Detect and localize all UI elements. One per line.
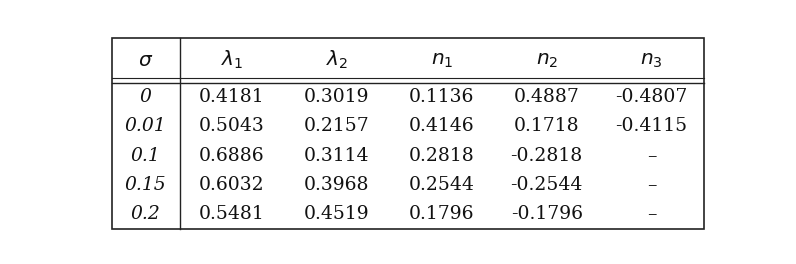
Text: $\sigma$: $\sigma$ (138, 51, 154, 70)
Text: 0.2157: 0.2157 (304, 117, 370, 135)
Text: 0.4887: 0.4887 (513, 88, 579, 106)
Text: 0.4519: 0.4519 (304, 205, 369, 223)
Text: $\lambda_1$: $\lambda_1$ (220, 49, 244, 71)
Text: –: – (647, 205, 657, 223)
Text: 0.15: 0.15 (125, 176, 166, 194)
Text: 0.01: 0.01 (125, 117, 166, 135)
Text: 0.4181: 0.4181 (199, 88, 265, 106)
Text: 0.1796: 0.1796 (409, 205, 474, 223)
Text: 0.5481: 0.5481 (199, 205, 265, 223)
Text: $\lambda_2$: $\lambda_2$ (326, 49, 348, 71)
Text: -0.4115: -0.4115 (615, 117, 688, 135)
Text: 0.1136: 0.1136 (409, 88, 474, 106)
Text: 0: 0 (140, 88, 151, 106)
Text: 0.6032: 0.6032 (199, 176, 265, 194)
Text: -0.2818: -0.2818 (510, 147, 583, 165)
Text: 0.2: 0.2 (131, 205, 161, 223)
Text: 0.3114: 0.3114 (304, 147, 369, 165)
Text: 0.1: 0.1 (131, 147, 161, 165)
Text: 0.2544: 0.2544 (409, 176, 474, 194)
Text: 0.5043: 0.5043 (199, 117, 265, 135)
Text: 0.3019: 0.3019 (304, 88, 369, 106)
Text: –: – (647, 176, 657, 194)
Text: 0.1718: 0.1718 (514, 117, 579, 135)
Text: -0.4807: -0.4807 (615, 88, 688, 106)
Text: 0.4146: 0.4146 (409, 117, 474, 135)
Text: 0.3968: 0.3968 (304, 176, 369, 194)
Text: 0.2818: 0.2818 (409, 147, 474, 165)
Text: $n_3$: $n_3$ (640, 51, 663, 70)
Text: -0.1796: -0.1796 (511, 205, 583, 223)
Text: $n_2$: $n_2$ (536, 51, 558, 70)
Text: -0.2544: -0.2544 (510, 176, 583, 194)
Text: –: – (647, 147, 657, 165)
Text: 0.6886: 0.6886 (199, 147, 265, 165)
Text: $n_1$: $n_1$ (431, 51, 453, 70)
